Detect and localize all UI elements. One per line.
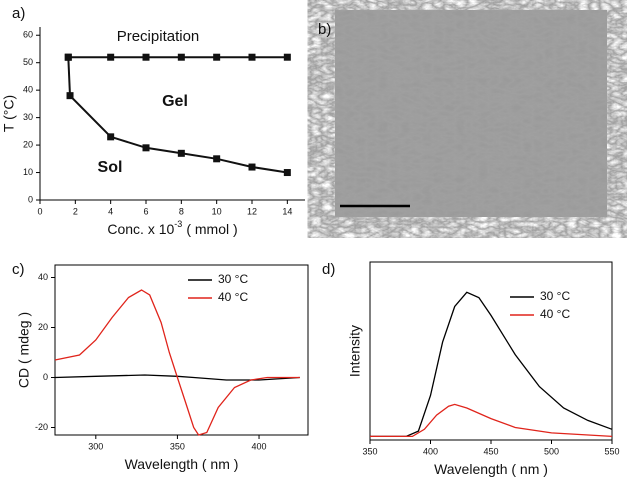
y-tick-label: 0 xyxy=(43,372,48,382)
annotation: Sol xyxy=(98,159,123,176)
data-point xyxy=(283,53,291,61)
data-point xyxy=(248,53,256,61)
data-point xyxy=(283,169,291,177)
x-axis-label-unit: ( mmol ) xyxy=(186,221,237,237)
y-tick-label: 30 xyxy=(23,112,33,122)
y-tick-label: 60 xyxy=(23,30,33,40)
x-tick-label: 4 xyxy=(108,206,113,216)
y-tick-label: 20 xyxy=(38,322,48,332)
legend-label: 40 °C xyxy=(218,290,248,304)
data-point xyxy=(107,53,115,61)
y-tick-label: -20 xyxy=(35,422,48,432)
panel-label: c) xyxy=(12,261,25,278)
x-tick-label: 6 xyxy=(143,206,148,216)
panel-label: d) xyxy=(322,261,335,278)
data-point xyxy=(213,155,221,163)
series-line xyxy=(54,289,300,436)
y-tick-label: 0 xyxy=(28,194,33,204)
panel-label: a) xyxy=(12,5,25,22)
y-tick-label: 10 xyxy=(23,167,33,177)
series-line xyxy=(370,403,613,438)
x-tick-label: 400 xyxy=(423,446,438,456)
x-tick-label: 500 xyxy=(544,446,559,456)
data-point xyxy=(64,53,72,61)
x-axis-label: Wavelength ( nm ) xyxy=(125,456,239,472)
data-point xyxy=(177,53,185,61)
x-axis-label: Wavelength ( nm ) xyxy=(434,461,548,477)
annotation: Gel xyxy=(162,93,188,110)
x-tick-label: 0 xyxy=(37,206,42,216)
annotation: Precipitation xyxy=(117,28,200,45)
y-tick-label: 50 xyxy=(23,57,33,67)
data-point xyxy=(248,163,256,171)
legend-label: 40 °C xyxy=(540,307,570,321)
x-axis-label-exponent: -3 xyxy=(174,219,182,229)
plot-frame xyxy=(369,261,613,441)
x-axis-label: Conc. x 10-3 ( mmol ) xyxy=(107,219,237,236)
x-tick-label: 550 xyxy=(604,446,619,456)
x-tick-label: 10 xyxy=(212,206,222,216)
x-tick-label: 12 xyxy=(247,206,257,216)
x-axis-label-text: Wavelength ( nm ) xyxy=(125,456,239,472)
x-axis-label-text: Conc. x 10 xyxy=(107,221,174,237)
legend-label: 30 °C xyxy=(540,289,570,303)
y-axis-label: T (°C) xyxy=(1,95,17,132)
y-tick-label: 40 xyxy=(38,272,48,282)
data-point xyxy=(107,133,115,141)
x-tick-label: 350 xyxy=(362,446,377,456)
micrograph-texture xyxy=(335,10,607,217)
panel-label: b) xyxy=(318,21,331,38)
series-line xyxy=(67,57,288,174)
x-tick-label: 450 xyxy=(483,446,498,456)
x-tick-label: 8 xyxy=(179,206,184,216)
y-axis-label: CD ( mdeg ) xyxy=(16,312,32,388)
data-point xyxy=(177,149,185,157)
data-point xyxy=(142,144,150,152)
data-point xyxy=(66,92,74,100)
y-axis-label: Intensity xyxy=(347,325,363,377)
data-point xyxy=(142,53,150,61)
legend-label: 30 °C xyxy=(218,272,248,286)
series-line xyxy=(370,291,613,438)
x-tick-label: 2 xyxy=(73,206,78,216)
x-tick-label: 14 xyxy=(282,206,292,216)
y-tick-label: 20 xyxy=(23,139,33,149)
x-tick-label: 400 xyxy=(252,441,267,451)
x-tick-label: 300 xyxy=(88,441,103,451)
x-tick-label: 350 xyxy=(170,441,185,451)
x-axis-label-text: Wavelength ( nm ) xyxy=(434,461,548,477)
data-point xyxy=(213,53,221,61)
y-tick-label: 40 xyxy=(23,85,33,95)
plot-frame xyxy=(54,264,309,436)
